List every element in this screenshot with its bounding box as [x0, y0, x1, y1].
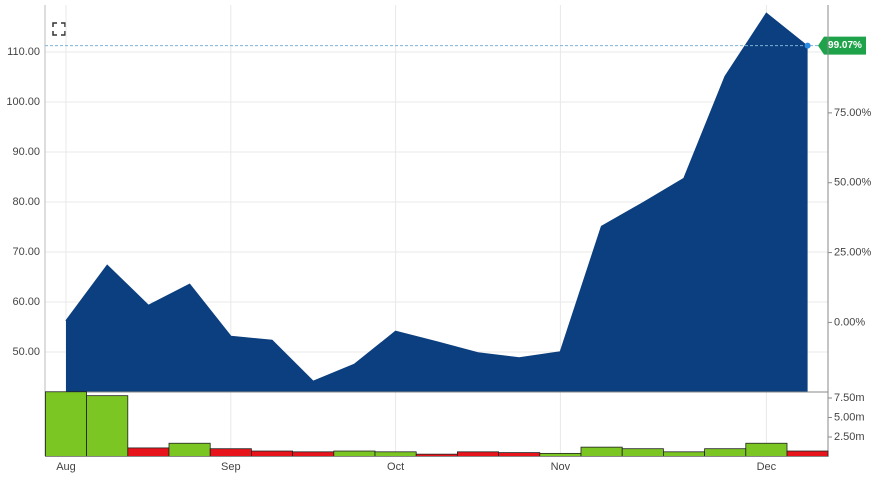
volume-bar [456, 451, 499, 457]
y2-tick-label: 75.00% [834, 107, 872, 119]
volume-tick-label: 5.00m [834, 411, 865, 423]
volume-bar [374, 451, 417, 457]
y-tick-label: 110.00 [7, 46, 40, 58]
volume-bar [621, 448, 664, 457]
y-tick-label: 70.00 [12, 246, 40, 258]
volume-bar [168, 442, 211, 457]
volume-bar [45, 391, 88, 457]
x-tick-label: Sep [221, 461, 241, 473]
volume-bar [498, 452, 541, 457]
y-tick-label: 60.00 [12, 296, 40, 308]
y2-tick-label: 0.00% [834, 316, 865, 328]
volume-bar [127, 447, 170, 457]
volume-bar [333, 450, 376, 457]
y-tick-label: 90.00 [12, 146, 40, 158]
volume-bar [786, 450, 829, 457]
volume-tick-label: 2.50m [834, 431, 865, 443]
expand-icon[interactable] [52, 22, 66, 36]
volume-bar [663, 451, 706, 457]
price-line [65, 12, 809, 383]
volume-bar [745, 442, 788, 457]
last-tag [818, 36, 866, 55]
last-tag-label: 99.07% [828, 40, 862, 51]
volume-bar [86, 395, 129, 457]
last-point [804, 42, 811, 49]
y-tick-label: 100.00 [6, 96, 40, 108]
volume-bar [292, 451, 335, 457]
x-tick-label: Nov [551, 461, 571, 473]
volume-bar [704, 448, 747, 457]
x-tick-label: Aug [56, 461, 76, 473]
volume-bar [580, 446, 623, 457]
x-tick-label: Dec [757, 461, 777, 473]
y2-tick-label: 50.00% [834, 177, 872, 189]
volume-bar [250, 450, 293, 457]
y-tick-label: 50.00 [12, 346, 40, 358]
y-tick-label: 80.00 [12, 196, 40, 208]
y2-tick-label: 25.00% [834, 246, 872, 258]
x-tick-label: Oct [387, 461, 404, 473]
volume-tick-label: 7.50m [834, 392, 865, 404]
volume-bar [209, 448, 252, 457]
area-fill [66, 13, 808, 392]
